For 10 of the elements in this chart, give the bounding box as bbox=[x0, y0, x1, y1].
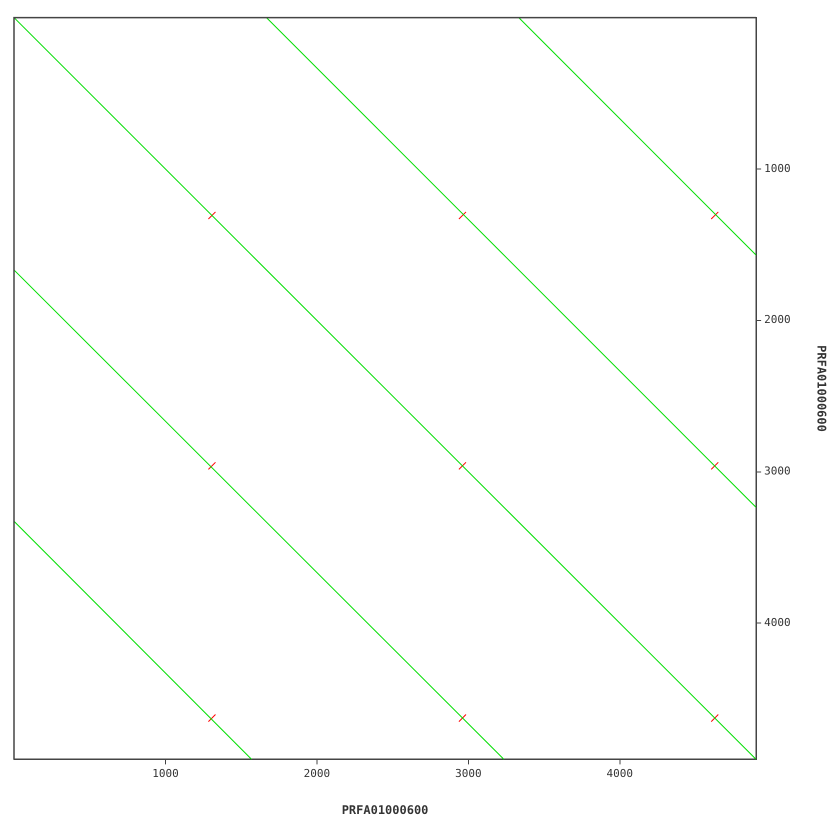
x-axis-title: PRFA01000600 bbox=[342, 802, 428, 817]
y-tick-label: 2000 bbox=[764, 313, 791, 326]
x-tick-label: 3000 bbox=[455, 766, 482, 780]
y-tick-label: 1000 bbox=[764, 162, 791, 175]
x-tick-label: 2000 bbox=[304, 766, 330, 780]
y-tick-label: 4000 bbox=[764, 616, 791, 630]
y-axis-title: PRFA01000600 bbox=[814, 345, 829, 432]
x-tick-label: 4000 bbox=[606, 766, 634, 780]
x-tick-label: 1000 bbox=[152, 766, 179, 780]
y-tick-label: 3000 bbox=[764, 464, 791, 478]
